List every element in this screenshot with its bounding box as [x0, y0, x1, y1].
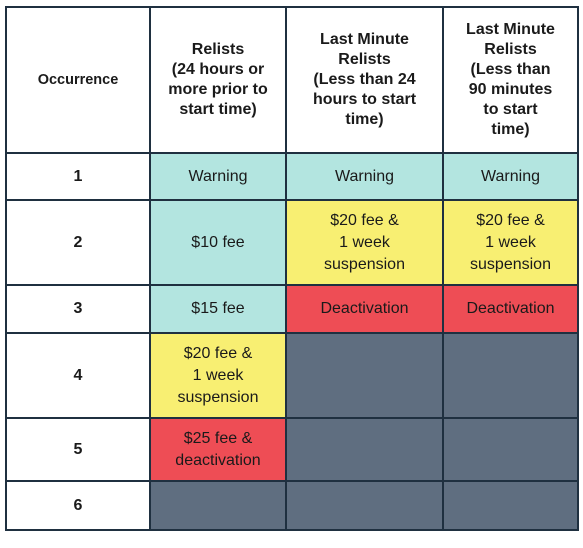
table-row: 5 $25 fee & deactivation	[5, 417, 579, 482]
occurrence-number: 5	[5, 417, 151, 482]
penalty-cell	[442, 480, 579, 531]
penalty-cell: $20 fee & 1 week suspension	[149, 332, 287, 419]
table-row: 3 $15 fee Deactivation Deactivation	[5, 284, 579, 334]
penalty-cell	[442, 417, 579, 482]
penalty-cell: $20 fee & 1 week suspension	[442, 199, 579, 286]
penalty-cell: Warning	[442, 152, 579, 201]
occurrence-number: 6	[5, 480, 151, 531]
occurrence-number: 4	[5, 332, 151, 419]
table-row: 4 $20 fee & 1 week suspension	[5, 332, 579, 419]
penalty-cell	[285, 332, 444, 419]
penalty-cell: Warning	[149, 152, 287, 201]
header-row: Occurrence Relists (24 hours or more pri…	[5, 6, 579, 154]
penalty-cell: Warning	[285, 152, 444, 201]
penalty-cell: $20 fee & 1 week suspension	[285, 199, 444, 286]
penalty-cell	[149, 480, 287, 531]
penalty-cell: $10 fee	[149, 199, 287, 286]
table-row: 2 $10 fee $20 fee & 1 week suspension $2…	[5, 199, 579, 286]
header-last-minute-less-90min: Last Minute Relists (Less than 90 minute…	[442, 6, 579, 154]
penalty-cell	[285, 480, 444, 531]
penalty-cell: Deactivation	[442, 284, 579, 334]
relist-penalty-table: Occurrence Relists (24 hours or more pri…	[5, 6, 579, 531]
penalty-cell	[285, 417, 444, 482]
penalty-cell	[442, 332, 579, 419]
occurrence-number: 2	[5, 199, 151, 286]
header-relists-24h-plus: Relists (24 hours or more prior to start…	[149, 6, 287, 154]
penalty-cell: Deactivation	[285, 284, 444, 334]
occurrence-number: 3	[5, 284, 151, 334]
header-last-minute-less-24h: Last Minute Relists (Less than 24 hours …	[285, 6, 444, 154]
header-occurrence: Occurrence	[5, 6, 151, 154]
table-row: 6	[5, 480, 579, 531]
penalty-cell: $15 fee	[149, 284, 287, 334]
penalty-cell: $25 fee & deactivation	[149, 417, 287, 482]
table-row: 1 Warning Warning Warning	[5, 152, 579, 201]
occurrence-number: 1	[5, 152, 151, 201]
